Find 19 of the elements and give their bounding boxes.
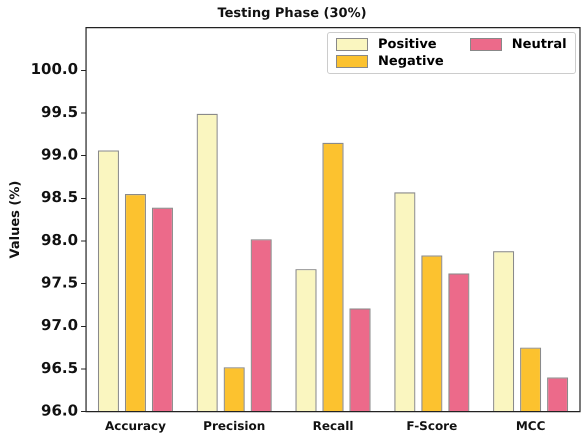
y-tick-label: 99.5: [41, 102, 78, 121]
y-tick-label: 96.0: [41, 401, 78, 420]
y-tick-label: 100.0: [30, 60, 78, 78]
x-tick-label: F-Score: [406, 418, 458, 433]
y-tick-label: 96.5: [41, 358, 78, 377]
y-tick-label: 98.0: [41, 230, 78, 249]
y-axis-title: Values (%): [8, 180, 24, 259]
x-tick-label: Precision: [203, 418, 266, 433]
y-tick-label: 97.0: [41, 316, 78, 334]
y-tick-label: 99.0: [41, 145, 78, 164]
legend-label: Positive: [378, 36, 437, 52]
legend-label: Negative: [378, 54, 444, 69]
y-tick-label: 97.5: [41, 273, 78, 292]
legend-label: Neutral: [512, 36, 567, 52]
x-tick-label: Recall: [312, 418, 354, 433]
x-tick-label: Accuracy: [104, 418, 166, 433]
y-tick-label: 98.5: [41, 188, 78, 206]
x-tick-label: MCC: [516, 418, 546, 433]
chart-title: Testing Phase (30%): [217, 6, 367, 22]
